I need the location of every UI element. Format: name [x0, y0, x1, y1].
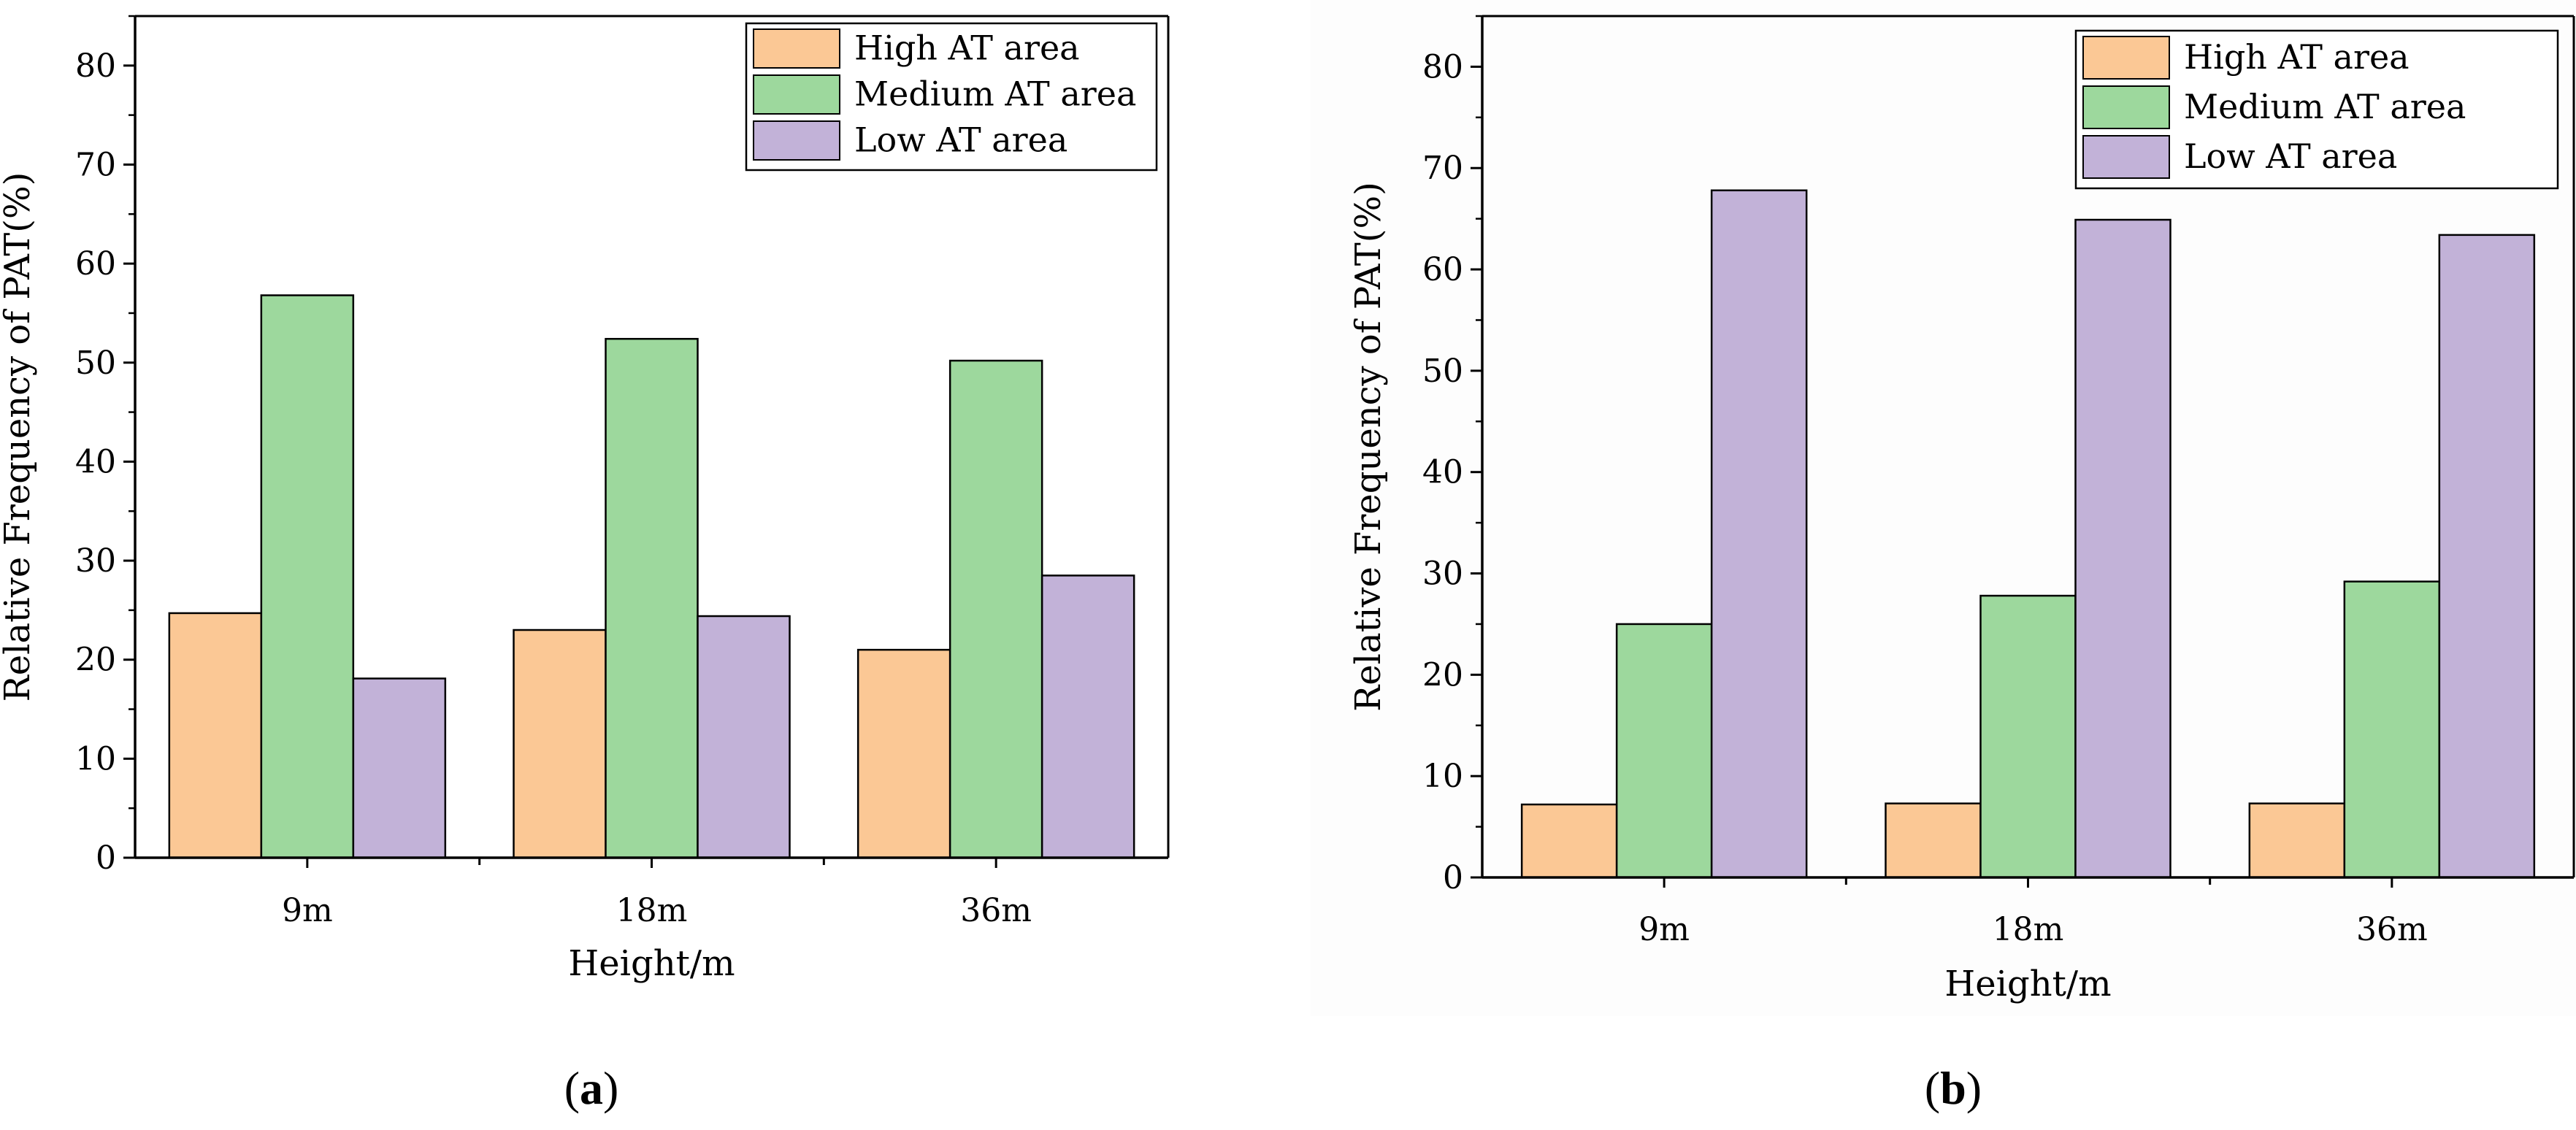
- x-axis-label: Height/m: [568, 943, 735, 984]
- bar-low-at-area-18m: [697, 615, 791, 859]
- bar-high-at-area-18m: [513, 629, 607, 859]
- bar-low-at-area-9m: [352, 677, 447, 859]
- y-tick-label: 40: [1422, 454, 1463, 491]
- chart-a: 9m 18m 36m 0 10 20 30 40 50 60 70 80 Height/m Relativ…: [0, 15, 1170, 984]
- y-tick-label: 50: [1422, 353, 1463, 390]
- bar-medium-at-area-9m: [1615, 623, 1713, 879]
- legend-label: Low AT area: [854, 120, 1067, 160]
- bar-low-at-area-36m: [1040, 574, 1135, 859]
- caption-b: (b): [1925, 1062, 1982, 1114]
- y-tick-label: 70: [75, 146, 116, 183]
- legend-swatch-medium-at-area: [2082, 85, 2170, 129]
- y-tick-label: 50: [75, 345, 116, 382]
- y-tick-label: 80: [75, 47, 116, 85]
- legend-swatch-low-at-area: [753, 120, 840, 161]
- y-axis-label: Relative Frequency of PAT(%): [0, 172, 38, 702]
- bar-high-at-area-9m: [1520, 803, 1618, 879]
- x-tick-label: 18m: [616, 892, 688, 929]
- legend-label: Medium AT area: [2184, 87, 2466, 126]
- bar-low-at-area-36m: [2438, 234, 2536, 879]
- y-tick-label: 0: [96, 839, 116, 877]
- legend-swatch-high-at-area: [753, 28, 840, 69]
- y-tick-label: 80: [1422, 48, 1463, 85]
- caption-a: (a): [564, 1062, 619, 1114]
- chart-b: 9m 18m 36m 0 10 20 30 40 50 60 70 80 Height/m Relativ…: [1348, 15, 2575, 1004]
- legend-swatch-medium-at-area: [753, 74, 840, 115]
- x-tick-label: 36m: [960, 892, 1032, 929]
- x-tick-label: 9m: [282, 892, 333, 929]
- y-tick-label: 40: [75, 443, 116, 480]
- legend-swatch-low-at-area: [2082, 135, 2170, 179]
- y-tick-label: 60: [75, 245, 116, 282]
- bar-medium-at-area-36m: [948, 359, 1043, 859]
- y-tick-label: 20: [75, 642, 116, 679]
- bar-medium-at-area-18m: [1979, 594, 2077, 879]
- y-tick-label: 10: [75, 740, 116, 777]
- y-tick-label: 30: [1422, 556, 1463, 593]
- y-tick-label: 20: [1422, 656, 1463, 693]
- x-tick-label: 36m: [2356, 911, 2428, 948]
- bar-medium-at-area-18m: [605, 337, 699, 859]
- bar-low-at-area-18m: [2074, 218, 2171, 879]
- bar-high-at-area-36m: [2248, 802, 2346, 879]
- bar-high-at-area-36m: [856, 648, 951, 859]
- bar-medium-at-area-9m: [260, 294, 355, 859]
- legend-label: Low AT area: [2184, 137, 2397, 176]
- bar-medium-at-area-36m: [2343, 580, 2441, 879]
- legend-label: High AT area: [2184, 37, 2410, 77]
- x-axis-label: Height/m: [1944, 964, 2111, 1004]
- y-tick-label: 60: [1422, 251, 1463, 288]
- legend-swatch-high-at-area: [2082, 36, 2170, 80]
- y-tick-label: 0: [1443, 859, 1463, 896]
- y-tick-label: 10: [1422, 758, 1463, 795]
- legend-label: High AT area: [854, 28, 1080, 68]
- legend-label: Medium AT area: [854, 74, 1136, 114]
- y-tick-label: 70: [1422, 150, 1463, 187]
- bar-high-at-area-9m: [168, 612, 263, 859]
- y-tick-label: 30: [75, 542, 116, 580]
- x-tick-label: 9m: [1638, 911, 1690, 948]
- x-tick-label: 18m: [1993, 911, 2064, 948]
- bar-high-at-area-18m: [1885, 802, 1982, 879]
- bar-low-at-area-9m: [1710, 189, 1808, 879]
- y-axis-label: Relative Frequency of PAT(%): [1348, 182, 1389, 712]
